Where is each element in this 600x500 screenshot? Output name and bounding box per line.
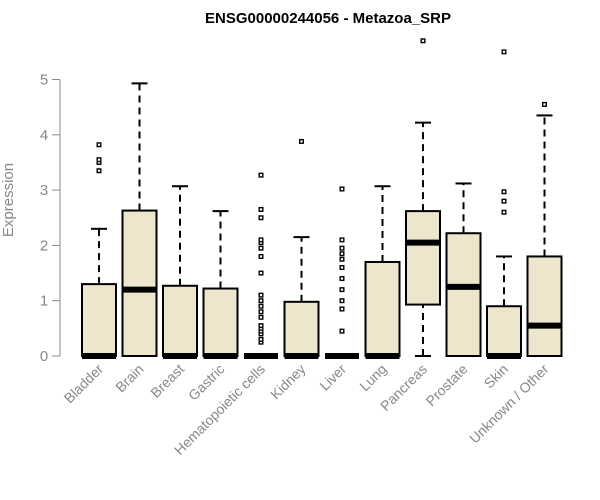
- y-axis: 0 1 2 3 4 5: [40, 72, 61, 365]
- box-1: [121, 82, 158, 357]
- box-3: [202, 210, 239, 359]
- outlier-point: [339, 245, 345, 251]
- outlier-point: [339, 328, 345, 334]
- y-axis-label: Expression: [0, 163, 17, 237]
- outlier-point: [258, 292, 264, 298]
- x-tick-label: Prostate: [422, 361, 470, 409]
- outlier-point: [339, 298, 345, 304]
- outlier-point: [258, 336, 264, 342]
- box-2: [162, 185, 198, 359]
- outlier-point: [501, 49, 507, 55]
- x-tick-label: Liver: [316, 361, 349, 394]
- outlier-point: [501, 209, 507, 215]
- box-11: [526, 101, 563, 357]
- outlier-point: [258, 298, 264, 304]
- outlier-point: [96, 157, 102, 163]
- box-5: [283, 138, 320, 359]
- outlier-point: [96, 142, 102, 148]
- outlier-point: [339, 287, 345, 293]
- box-body: [445, 232, 482, 357]
- box-7: [364, 185, 401, 359]
- x-tick-label: Skin: [481, 361, 512, 392]
- x-tick-label: Brain: [112, 361, 146, 395]
- x-tick-label: Lung: [356, 361, 389, 394]
- outlier-point: [299, 138, 305, 144]
- outlier-point: [258, 237, 264, 243]
- box-4: [244, 172, 278, 359]
- outlier-point: [258, 206, 264, 212]
- outlier-point: [339, 186, 345, 192]
- box-body: [283, 300, 320, 357]
- box-body: [526, 255, 563, 357]
- outlier-point: [339, 306, 345, 312]
- outlier-point: [339, 256, 345, 262]
- y-tick-label: 3: [40, 182, 48, 199]
- outlier-point: [258, 245, 264, 251]
- y-tick-label: 4: [40, 127, 48, 144]
- box-6: [325, 186, 359, 359]
- box-body: [81, 283, 117, 357]
- x-tick-label: Kidney: [267, 361, 309, 403]
- box-body: [364, 260, 401, 357]
- outlier-point: [258, 253, 264, 259]
- y-tick-label: 5: [40, 72, 48, 89]
- box-8: [405, 38, 441, 357]
- outlier-point: [339, 276, 345, 282]
- outlier-point: [258, 309, 264, 315]
- box-body: [405, 210, 441, 306]
- box-0: [81, 142, 117, 359]
- outlier-point: [258, 323, 264, 329]
- outlier-point: [258, 314, 264, 320]
- outlier-point: [542, 101, 548, 107]
- x-tick-label: Breast: [147, 361, 187, 401]
- box-10: [486, 49, 522, 359]
- y-tick-label: 0: [40, 348, 48, 365]
- box-9: [445, 182, 482, 357]
- outlier-point: [258, 172, 264, 178]
- outlier-point: [339, 237, 345, 243]
- outlier-point: [258, 215, 264, 221]
- outlier-point: [420, 38, 426, 44]
- outlier-point: [258, 303, 264, 309]
- box-group: [81, 38, 563, 359]
- outlier-point: [96, 168, 102, 174]
- outlier-point: [339, 251, 345, 257]
- box-body: [121, 209, 158, 357]
- box-body: [486, 305, 522, 358]
- outlier-point: [501, 189, 507, 195]
- outlier-point: [501, 198, 507, 204]
- outlier-point: [339, 265, 345, 271]
- chart-title: ENSG00000244056 - Metazoa_SRP: [205, 10, 451, 27]
- box-body: [202, 287, 239, 357]
- outlier-point: [258, 270, 264, 276]
- y-tick-label: 2: [40, 237, 48, 254]
- box-body: [162, 284, 198, 358]
- y-tick-label: 1: [40, 293, 48, 310]
- x-tick-label: Bladder: [61, 361, 107, 407]
